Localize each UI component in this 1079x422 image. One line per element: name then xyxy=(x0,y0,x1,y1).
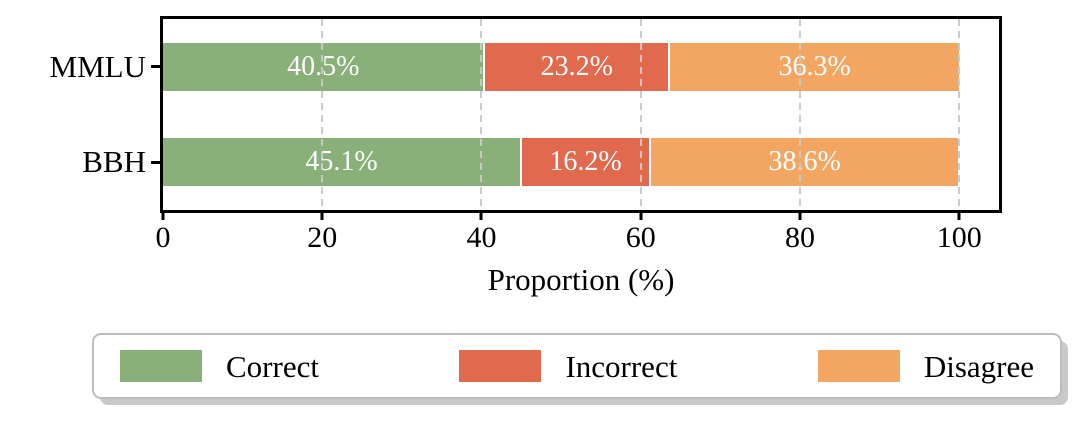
x-tick-mark-40 xyxy=(479,211,483,220)
bar-value-label: 45.1% xyxy=(305,146,378,177)
legend-entry-correct: Correct xyxy=(120,350,319,382)
x-axis-title: Proportion (%) xyxy=(487,262,675,297)
x-tick-label-40: 40 xyxy=(466,221,497,254)
x-tick-mark-100 xyxy=(957,211,961,220)
plot-area: 40.5% 23.2% 36.3% 45.1% 16.2% 38.6% xyxy=(160,16,1002,213)
bar-segment-incorrect: 23.2% xyxy=(485,43,671,91)
x-tick-mark-60 xyxy=(639,211,643,220)
legend-swatch-disagree xyxy=(817,350,900,382)
legend: Correct Incorrect Disagree xyxy=(92,333,1062,399)
gridline-60 xyxy=(639,19,642,210)
bar-segment-disagree: 36.3% xyxy=(670,43,960,91)
y-tick-mark xyxy=(151,65,160,68)
x-tick-mark-80 xyxy=(798,211,802,220)
bar-segment-correct: 45.1% xyxy=(163,138,523,186)
legend-entry-disagree: Disagree xyxy=(817,348,1034,384)
x-tick-label-0: 0 xyxy=(155,221,171,254)
bar-row-mmlu: 40.5% 23.2% 36.3% xyxy=(163,43,960,91)
x-tick-mark-20 xyxy=(320,211,324,220)
x-tick-label-100: 100 xyxy=(936,221,982,254)
x-tick-label-80: 80 xyxy=(784,221,815,254)
legend-swatch-incorrect xyxy=(459,350,542,382)
x-tick-label-60: 60 xyxy=(625,221,656,254)
x-tick-label-20: 20 xyxy=(307,221,338,254)
legend-entry-incorrect: Incorrect xyxy=(459,350,677,382)
bar-value-label: 38.6% xyxy=(768,146,841,177)
bar-value-label: 23.2% xyxy=(540,51,613,82)
gridline-80 xyxy=(798,19,801,210)
bar-segment-correct: 40.5% xyxy=(163,43,486,91)
legend-label-incorrect: Incorrect xyxy=(565,348,678,384)
x-tick-mark-0 xyxy=(161,211,165,220)
legend-swatch-correct xyxy=(120,350,202,382)
bar-segment-incorrect: 16.2% xyxy=(522,138,652,186)
y-tick-mark xyxy=(151,161,160,164)
y-tick-label-bbh: BBH xyxy=(82,144,146,180)
bar-value-label: 36.3% xyxy=(778,51,851,82)
legend-label-correct: Correct xyxy=(226,348,319,384)
bar-segment-disagree: 38.6% xyxy=(651,138,959,186)
bar-row-bbh: 45.1% 16.2% 38.6% xyxy=(163,138,959,186)
gridline-20 xyxy=(321,19,324,210)
gridline-100 xyxy=(958,19,961,210)
y-tick-label-mmlu: MMLU xyxy=(49,48,146,84)
bar-value-label: 16.2% xyxy=(549,146,622,177)
legend-label-disagree: Disagree xyxy=(923,348,1034,384)
gridline-40 xyxy=(480,19,483,210)
